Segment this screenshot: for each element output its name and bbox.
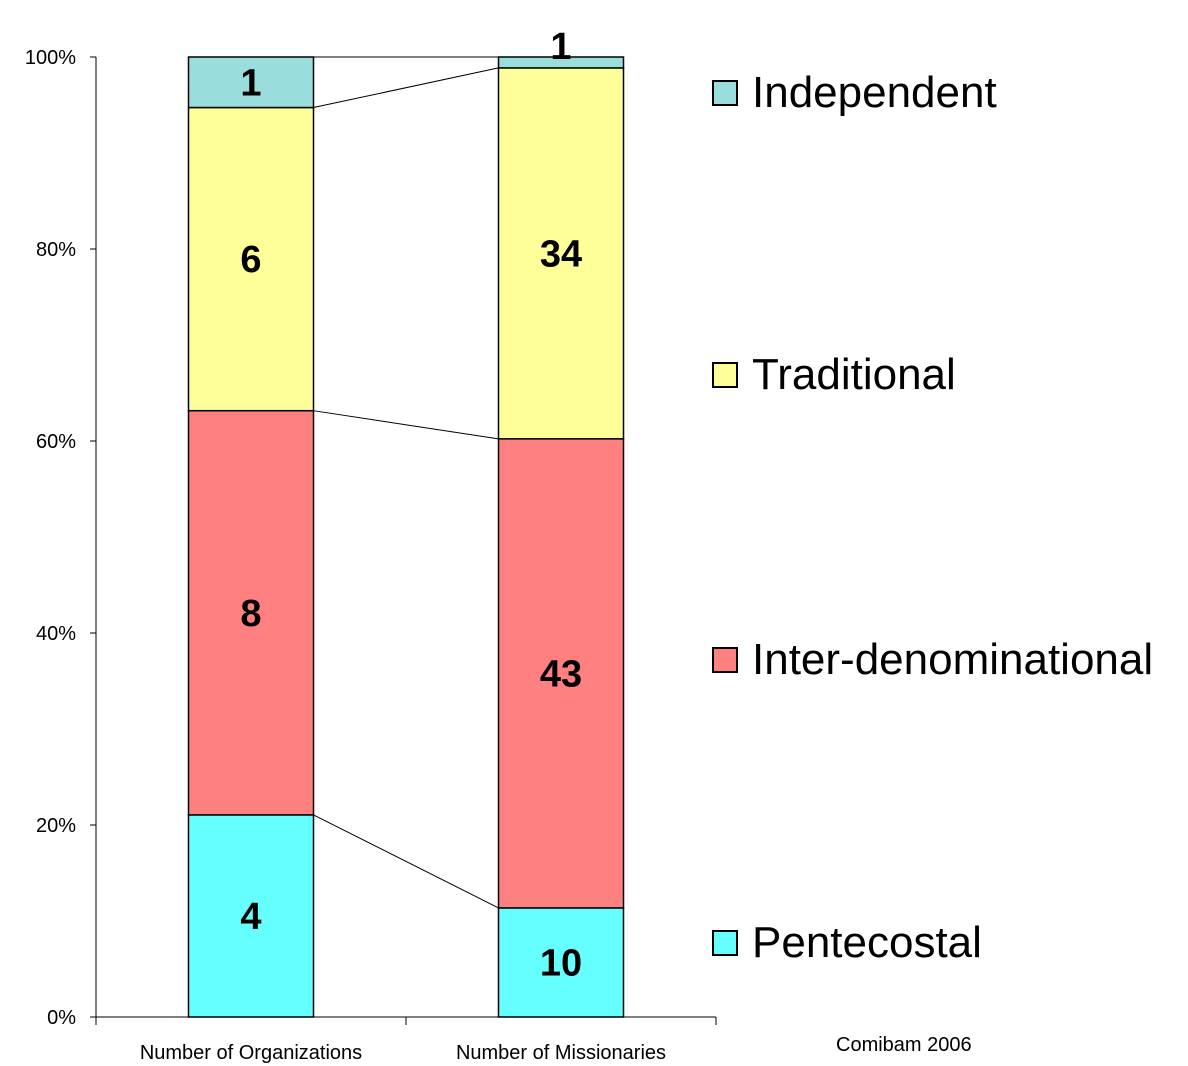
- data-label: 8: [240, 593, 261, 635]
- y-tick-label: 60%: [36, 431, 76, 453]
- data-label: 1: [240, 62, 261, 104]
- data-label: 1: [550, 26, 571, 68]
- bar-segment: [187, 56, 315, 109]
- bar-segment: [497, 438, 625, 909]
- data-label: 43: [540, 653, 582, 695]
- bars: [187, 56, 625, 1018]
- data-label: 4: [240, 896, 261, 938]
- bar-segment: [497, 67, 625, 440]
- legend-swatch-inter-denominational: [712, 647, 738, 673]
- legend-swatch-independent: [712, 80, 738, 106]
- data-label: 10: [540, 942, 582, 984]
- y-tick-label: 40%: [36, 623, 76, 645]
- legend-item-inter-denominational: Inter-denominational: [712, 635, 1153, 685]
- legend-swatch-pentecostal: [712, 930, 738, 956]
- series-line: [313, 814, 499, 909]
- bar-segment: [187, 814, 315, 1018]
- bar-segment: [187, 409, 315, 816]
- legend-item-traditional: Traditional: [712, 350, 956, 400]
- series-line: [313, 410, 499, 440]
- y-tick-label: 100%: [25, 47, 76, 69]
- bar-segment: [187, 106, 315, 412]
- legend: Independent Traditional Inter-denominati…: [712, 0, 1188, 1000]
- y-tick-label: 20%: [36, 815, 76, 837]
- data-label: 34: [540, 233, 582, 275]
- x-tick-label: Number of Missionaries: [456, 1042, 666, 1064]
- series-line: [313, 67, 499, 109]
- legend-item-pentecostal: Pentecostal: [712, 918, 982, 968]
- legend-item-independent: Independent: [712, 68, 997, 118]
- legend-label-pentecostal: Pentecostal: [752, 918, 982, 967]
- data-labels: 4 8 6 1 10 43 34 1: [240, 26, 582, 984]
- legend-label-independent: Independent: [752, 68, 997, 117]
- x-tick-label: Number of Organizations: [140, 1042, 362, 1064]
- y-tick-label: 0%: [47, 1007, 76, 1029]
- bar-segment: [497, 907, 625, 1018]
- y-tick-label: 80%: [36, 239, 76, 261]
- legend-label-inter-denominational: Inter-denominational: [752, 635, 1154, 684]
- chart-axes: 0% 20% 40% 60% 80% 100% Number of Organization…: [25, 47, 717, 1064]
- source-note: Comibam 2006: [836, 1034, 972, 1056]
- legend-swatch-traditional: [712, 362, 738, 388]
- legend-label-traditional: Traditional: [752, 350, 956, 399]
- bar-segment: [497, 56, 625, 69]
- data-label: 6: [240, 239, 261, 281]
- series-lines: [313, 56, 499, 909]
